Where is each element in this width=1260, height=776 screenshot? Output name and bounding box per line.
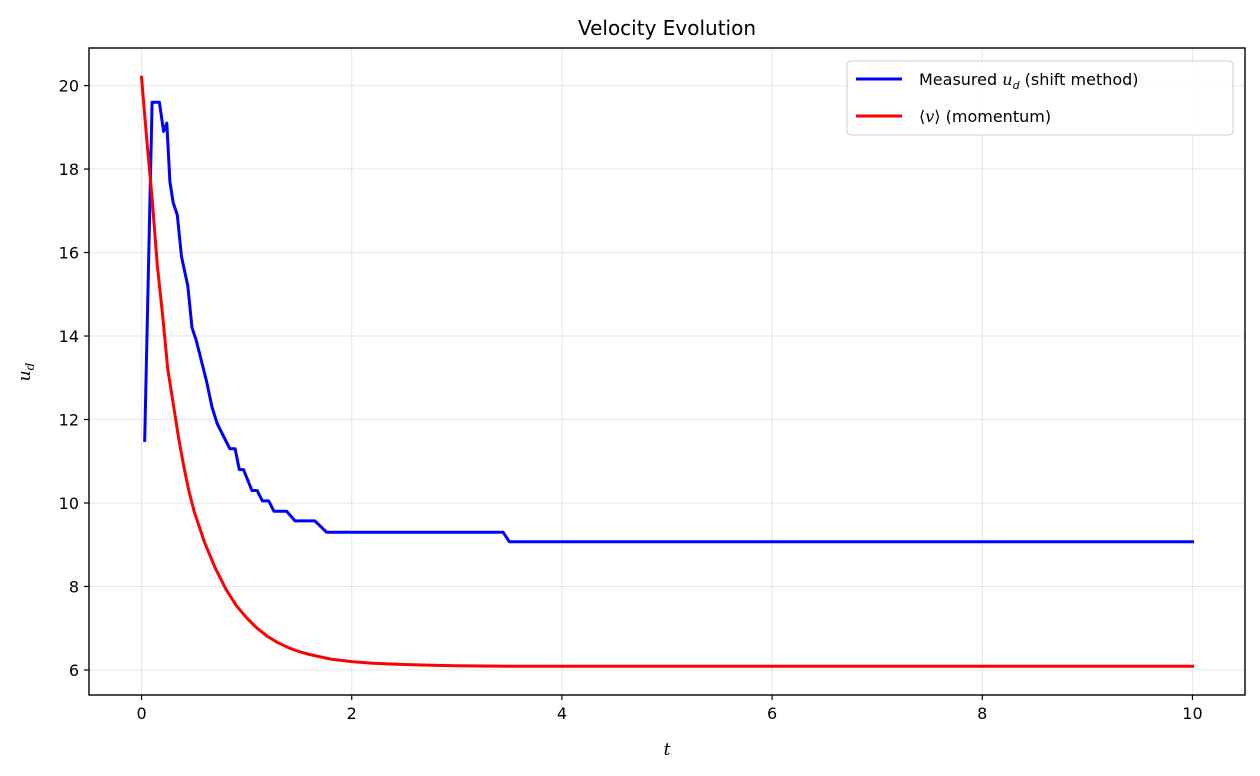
series-line-2 — [139, 75, 1194, 668]
x-tick-label: 0 — [136, 704, 146, 723]
grid — [89, 48, 1245, 695]
y-tick-label: 16 — [59, 244, 79, 263]
y-tick-label: 12 — [59, 411, 79, 430]
x-axis-label: t — [664, 740, 671, 760]
x-tick-label: 10 — [1182, 704, 1202, 723]
y-axis-label: ud — [15, 362, 37, 381]
legend-label-1: Measured ud (shift method) — [919, 70, 1139, 92]
plot-area-frame — [88, 47, 1246, 696]
x-tick-label: 8 — [977, 704, 987, 723]
x-tick-label: 4 — [557, 704, 567, 723]
y-tick-label: 6 — [69, 661, 79, 680]
series-layer — [139, 75, 1194, 668]
axis-ticks: 0 2 4 6 8 10 6 8 10 12 14 16 18 20 — [59, 77, 1203, 723]
y-tick-label: 14 — [59, 327, 79, 346]
x-tick-label: 2 — [347, 704, 357, 723]
legend: Measured ud (shift method) ⟨v⟩ (momentum) — [846, 60, 1234, 136]
legend-label-2: ⟨v⟩ (momentum) — [919, 107, 1051, 126]
series-line-1 — [143, 100, 1194, 544]
y-tick-label: 8 — [69, 577, 79, 596]
legend-box — [846, 60, 1234, 136]
y-tick-label: 20 — [59, 77, 79, 96]
y-tick-label: 10 — [59, 494, 79, 513]
x-tick-label: 6 — [767, 704, 777, 723]
y-tick-label: 18 — [59, 160, 79, 179]
chart-title: Velocity Evolution — [578, 16, 756, 40]
